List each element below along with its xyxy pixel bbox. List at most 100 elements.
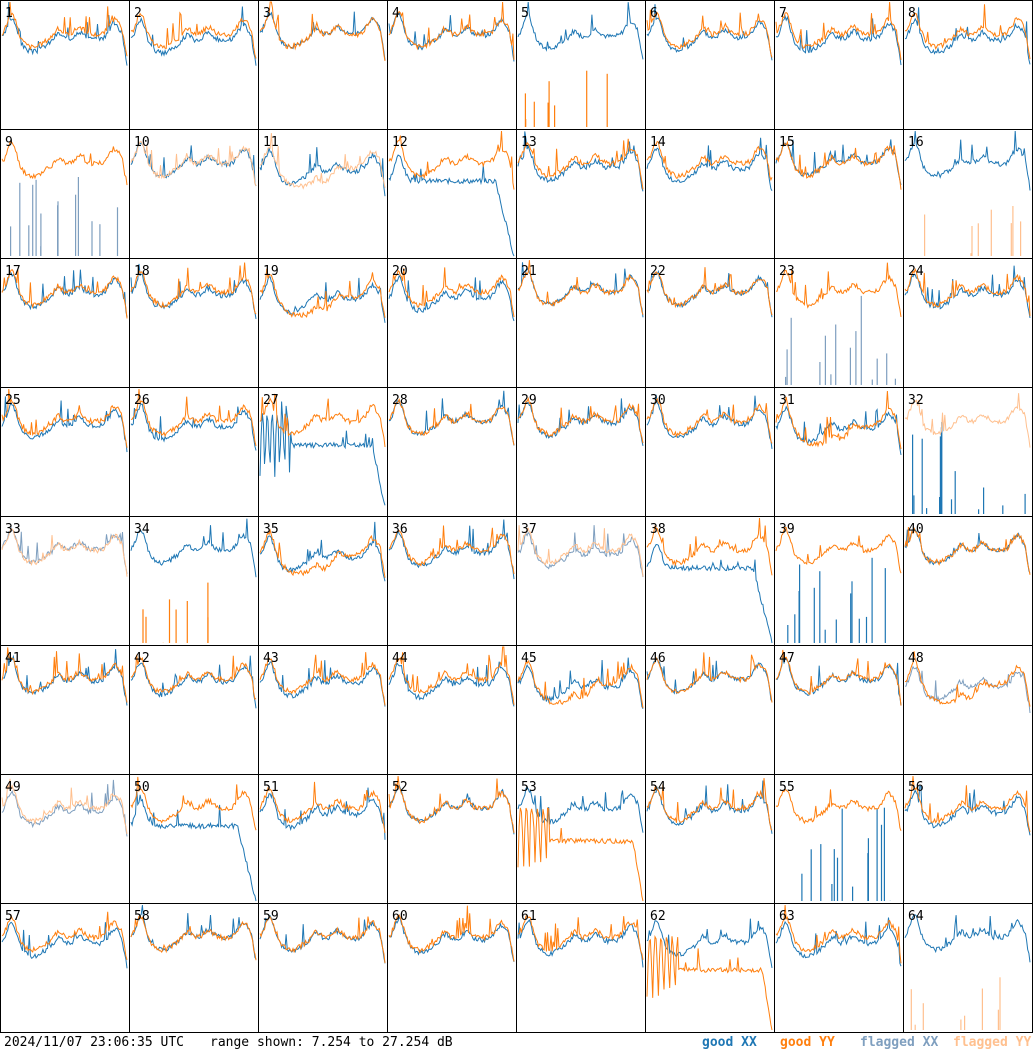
- panel-yy-trace: [517, 396, 644, 444]
- panel-xx-trace: [646, 4, 773, 61]
- panel-xx-trace: [130, 518, 257, 578]
- panel-label: 62: [650, 909, 666, 924]
- panel-yy-trace: [775, 390, 902, 450]
- panel-yy-trace: [259, 652, 386, 706]
- panel-yy-trace: [388, 398, 515, 446]
- panel-yy-trace: [388, 905, 515, 962]
- panel-label: 49: [5, 780, 21, 795]
- panel-label: 52: [392, 780, 408, 795]
- panel-frame: [516, 0, 646, 130]
- panel-xx-trace: [1, 1, 128, 66]
- panel-label: 39: [779, 522, 795, 537]
- timestamp-text: 2024/11/07 23:06:35 UTC: [4, 1035, 185, 1050]
- panel-label: 28: [392, 393, 408, 408]
- panel-yy-trace: [259, 528, 386, 578]
- panel-label: 60: [392, 909, 408, 924]
- panel-yy-trace: [1, 911, 128, 960]
- panel-yy-trace: [388, 775, 515, 833]
- panel-yy-trace: [259, 133, 386, 190]
- panel-xx-trace: [388, 154, 515, 257]
- panel-xx-trace: [388, 661, 515, 707]
- panel-xx-trace: [388, 519, 515, 580]
- panel-xx-trace: [259, 276, 386, 323]
- panel-label: 21: [521, 264, 537, 279]
- panel-frame: [903, 0, 1033, 130]
- range-text: range shown: 7.254 to 27.254 dB: [210, 1035, 453, 1050]
- panel-xx-trace: [775, 655, 902, 706]
- panel-yy-trace: [259, 781, 386, 833]
- panel-label: 43: [263, 651, 279, 666]
- panel-xx-trace: [259, 660, 386, 707]
- panel-yy-trace: [259, 268, 386, 318]
- panel-label: 7: [779, 6, 787, 21]
- panel-yy-trace: [776, 262, 902, 317]
- panel-xx-spikes: [784, 295, 897, 385]
- panel-yy-trace: [1, 527, 128, 577]
- panel-yy-trace: [130, 776, 257, 831]
- legend-good-xx: good XX: [702, 1035, 757, 1050]
- panel-label: 6: [650, 6, 658, 21]
- panel-label: 14: [650, 135, 666, 150]
- panel-yy-trace: [646, 517, 773, 576]
- panel-xx-trace: [775, 917, 902, 967]
- panel-label: 10: [134, 135, 150, 150]
- panel-yy-trace: [388, 525, 515, 575]
- panel-yy-trace: [1, 388, 128, 448]
- panel-yy-trace: [775, 649, 902, 706]
- panel-yy-trace: [388, 267, 515, 318]
- panel-yy-trace: [904, 651, 1031, 707]
- legend-flagged-yy: flagged YY: [953, 1035, 1032, 1050]
- panel-label: 36: [392, 522, 408, 537]
- panel-yy-trace: [1, 1, 128, 57]
- panel-label: 57: [5, 909, 21, 924]
- panel-xx-trace: [1, 779, 128, 837]
- panel-label: 13: [521, 135, 537, 150]
- footer-bar: 2024/11/07 23:06:35 UTC range shown: 7.2…: [0, 1033, 1033, 1053]
- panel-xx-trace: [904, 665, 1031, 714]
- panel-label: 31: [779, 393, 795, 408]
- panel-xx-trace: [259, 521, 386, 582]
- panel-label: 5: [521, 6, 529, 21]
- panel-xx-trace: [259, 11, 386, 61]
- panel-label: 34: [134, 522, 150, 537]
- panel-xx-trace: [775, 139, 902, 186]
- panel-label: 44: [392, 651, 408, 666]
- panel-yy-trace: [1, 647, 128, 703]
- panel-yy-trace: [259, 1, 386, 61]
- panel-label: 35: [263, 522, 279, 537]
- panel-label: 25: [5, 393, 21, 408]
- panel-yy-trace: [517, 659, 644, 709]
- panel-xx-trace: [904, 914, 1031, 963]
- panel-label: 38: [650, 522, 666, 537]
- panel-label: 32: [908, 393, 924, 408]
- panel-label: 45: [521, 651, 537, 666]
- panel-label: 54: [650, 780, 666, 795]
- panel-label: 33: [5, 522, 21, 537]
- panel-xx-trace: [517, 919, 644, 968]
- panel-yy-trace: [1, 778, 128, 835]
- panel-label: 2: [134, 6, 142, 21]
- panel-label: 27: [263, 393, 279, 408]
- panel-yy-trace: [517, 914, 644, 960]
- panel-label: 51: [263, 780, 279, 795]
- panel-label: 53: [521, 780, 537, 795]
- panel-label: 26: [134, 393, 150, 408]
- panel-yy-trace: [130, 388, 257, 447]
- panel-label: 64: [908, 909, 924, 924]
- panel-frame: [774, 0, 904, 130]
- panel-yy-trace: [517, 260, 644, 315]
- panel-label: 58: [134, 909, 150, 924]
- panel-yy-trace: [775, 526, 902, 574]
- panel-label: 18: [134, 264, 150, 279]
- panel-xx-trace: [517, 525, 644, 578]
- panel-label: 23: [779, 264, 795, 279]
- panel-yy-trace: [517, 138, 644, 190]
- panel-label: 47: [779, 651, 795, 666]
- panel-frame: [387, 0, 517, 130]
- panel-xx-trace: [388, 274, 515, 322]
- panel-xx-trace: [775, 405, 902, 455]
- panel-yy-trace: [646, 397, 773, 444]
- panel-label: 40: [908, 522, 924, 537]
- panel-xx-trace: [646, 137, 773, 191]
